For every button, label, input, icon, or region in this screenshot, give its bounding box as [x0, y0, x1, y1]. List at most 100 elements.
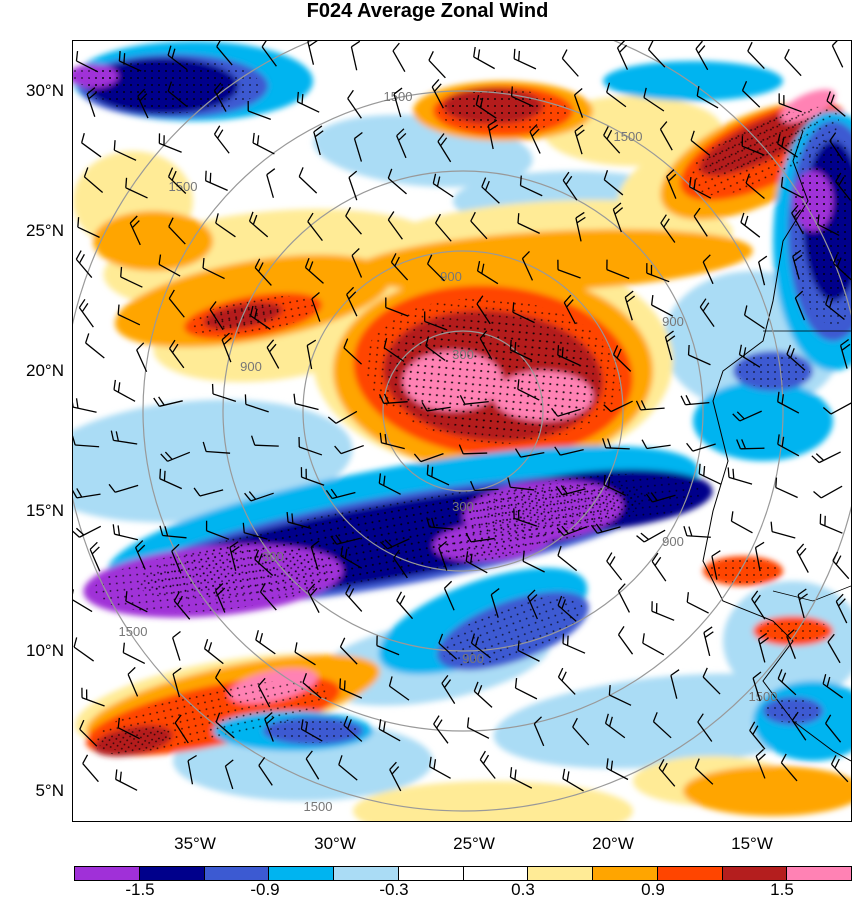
wind-barb [514, 448, 545, 458]
wind-barb [752, 671, 762, 702]
wind-barb [557, 259, 581, 279]
wind-barb [562, 768, 584, 792]
wind-barb [345, 206, 362, 235]
wind-barb [512, 302, 535, 324]
colorbar-swatch [722, 867, 788, 880]
wind-barb [433, 715, 449, 744]
wind-barb [533, 716, 545, 747]
wind-barb [310, 540, 320, 571]
wind-barb [479, 750, 496, 779]
wind-barb [786, 344, 806, 371]
wind-barb [527, 589, 538, 620]
coastline-path [702, 130, 851, 762]
wind-barb [215, 668, 232, 697]
wind-barb [379, 432, 405, 450]
wind-barb [825, 294, 845, 321]
ring-label: 300 [452, 347, 474, 362]
wind-barb [794, 290, 806, 321]
wind-barb [300, 719, 323, 742]
lat-label-30n: 30°N [26, 81, 64, 100]
wind-barb [153, 396, 183, 407]
ring-label: 1500 [169, 179, 198, 194]
wind-barb [426, 464, 450, 486]
wind-barb [211, 383, 237, 402]
wind-barb [689, 176, 712, 199]
lat-label-10n: 10°N [26, 641, 64, 660]
wind-barb [650, 295, 674, 317]
significance-stippling [73, 58, 851, 755]
wind-barb [819, 513, 843, 534]
wind-barb [120, 266, 143, 288]
wind-barb [574, 124, 585, 155]
wind-barb [522, 551, 545, 573]
wind-barb [832, 551, 850, 580]
colorbar-swatch [787, 867, 851, 880]
wind-barb [796, 543, 809, 573]
wind-barb [702, 667, 721, 695]
wind-barb [797, 588, 808, 619]
wind-barb [517, 640, 540, 662]
wind-barb [307, 583, 320, 613]
wind-barb [646, 263, 670, 283]
map-panel: 300 300 900 900 900 900 1500 1500 1500 1500 1500 15… [72, 40, 852, 822]
wind-barb [557, 667, 576, 695]
figure-title: F024 Average Zonal Wind [306, 0, 549, 22]
wind-barb [687, 344, 711, 366]
colorbar-swatch [269, 867, 334, 880]
wind-barb [441, 674, 456, 704]
wind-barb [137, 88, 149, 119]
wind-barb [554, 446, 584, 456]
stippled-region [93, 549, 333, 613]
stippled-region [73, 65, 116, 87]
wind-barb [481, 177, 500, 204]
anomaly-region [73, 399, 353, 523]
ring-label: 1500 [614, 129, 643, 144]
wind-barb [286, 512, 312, 530]
wind-barb [643, 87, 665, 112]
wind-barb [690, 130, 711, 156]
wind-barb [777, 434, 800, 457]
colorbar-swatch [593, 867, 658, 880]
border-path [772, 585, 851, 602]
wind-barb [603, 474, 626, 497]
wind-barb [313, 125, 324, 156]
distance-ring [302, 250, 624, 572]
wind-barb [438, 633, 458, 660]
wind-barb [113, 379, 136, 402]
wind-barb [215, 712, 235, 739]
wind-barb [602, 438, 630, 450]
wind-barb [122, 642, 146, 665]
colorbar-label: 0.9 [641, 880, 665, 899]
wind-barb [831, 41, 844, 68]
colorbar-label: -0.9 [250, 880, 280, 899]
wind-barb [811, 451, 841, 464]
wind-barb [125, 591, 148, 613]
wind-barb [465, 532, 495, 543]
wind-barb [334, 444, 364, 455]
wind-barb [652, 712, 672, 739]
wind-barb [513, 48, 537, 70]
wind-barb [551, 407, 581, 417]
wind-barb [711, 550, 721, 580]
wind-barb [83, 167, 104, 193]
wind-barb [666, 169, 677, 199]
wind-barb [115, 769, 138, 791]
wind-barb [686, 592, 709, 614]
wind-barb [562, 633, 586, 654]
wind-barb [307, 212, 323, 241]
stippled-region [94, 62, 232, 110]
wind-barb [510, 86, 534, 108]
lat-label-20n: 20°N [26, 361, 64, 380]
wind-barb [296, 91, 320, 113]
wind-barb [825, 714, 842, 743]
wind-barb [651, 552, 667, 582]
wind-barb [169, 339, 185, 369]
wind-barb [736, 439, 765, 450]
wind-barb [603, 170, 624, 196]
wind-barb [557, 595, 577, 622]
wind-barb [221, 332, 232, 363]
wind-barb [340, 546, 363, 569]
map-canvas: 300 300 900 900 900 900 1500 1500 1500 1500 1500 15… [73, 41, 851, 821]
distance-ring [222, 170, 704, 652]
wind-barb [703, 626, 714, 657]
